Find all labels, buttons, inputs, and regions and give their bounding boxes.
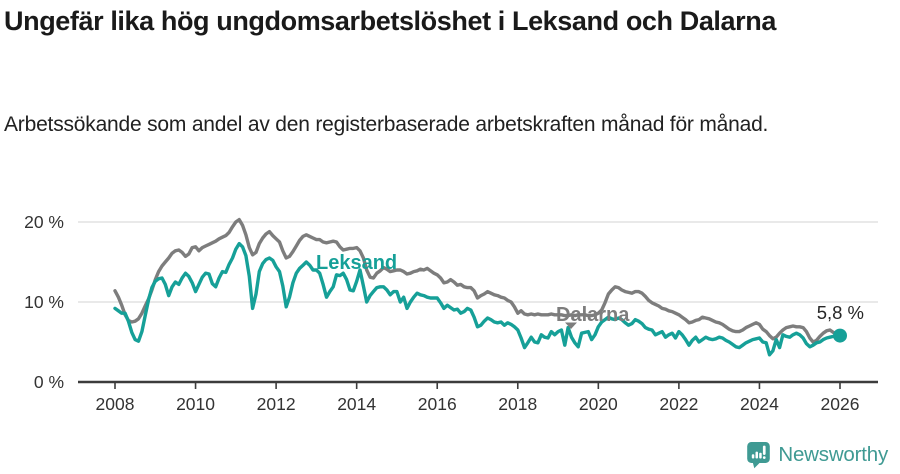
end-value-label: 5,8 % <box>817 302 864 323</box>
labels-layer: Dalarna Leksand 5,8 % <box>316 252 864 329</box>
x-tick-label: 2016 <box>418 394 457 414</box>
x-tick-label: 2010 <box>176 394 215 414</box>
y-tick-label: 0 % <box>34 372 64 392</box>
end-dot <box>833 328 847 343</box>
page-subtitle: Arbetssökande som andel av den registerb… <box>4 113 769 136</box>
page-title: Ungefär lika hög ungdomsarbetslöshet i L… <box>4 6 776 36</box>
axes-layer: 0 % 10 % 20 % 2008 2010 2012 2014 2016 2018 2020 2… <box>24 212 878 414</box>
x-tick-label: 2024 <box>740 394 779 414</box>
series-label-dalarna: Dalarna <box>556 304 630 326</box>
dalarna-label-pointer-icon <box>565 322 577 329</box>
series-label-leksand: Leksand <box>316 252 397 274</box>
brand-name: Newsworthy <box>778 443 888 466</box>
x-tick-label: 2014 <box>337 394 376 414</box>
brand-logo: Newsworthy <box>746 441 888 469</box>
series-line-leksand <box>113 241 842 357</box>
x-tick-label: 2020 <box>579 394 618 414</box>
x-tick-label: 2018 <box>498 394 537 414</box>
gridlines-layer <box>78 221 878 303</box>
newsworthy-icon <box>747 442 771 469</box>
x-tick-label: 2026 <box>821 394 860 414</box>
x-tick-label: 2008 <box>96 394 135 414</box>
x-tick-label: 2022 <box>659 394 698 414</box>
y-tick-label: 20 % <box>24 212 64 232</box>
series-layer <box>113 217 847 357</box>
x-tick-label: 2012 <box>257 394 296 414</box>
series-line-dalarna <box>113 217 842 344</box>
y-tick-label: 10 % <box>24 292 64 312</box>
